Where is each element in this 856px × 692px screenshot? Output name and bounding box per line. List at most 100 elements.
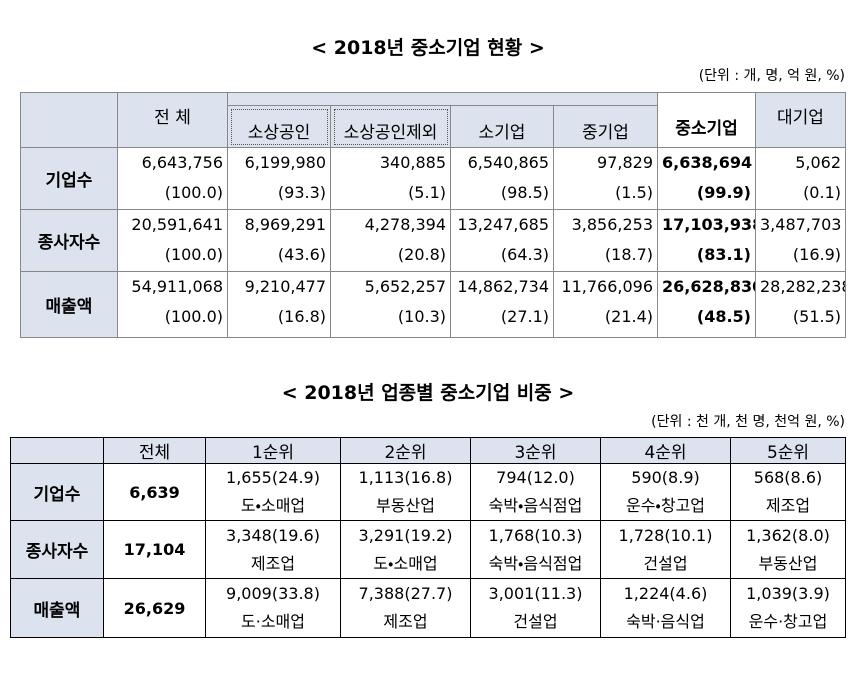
share: (98.5) [500, 183, 549, 202]
value: 340,885 [379, 153, 446, 172]
total-cell: 17,104 [103, 520, 206, 579]
data-row: 종사자수 20,591,641 (100.0) 8,969,291 (43.6) 4,27… [20, 209, 846, 272]
rank-cell: 3,291(19.2) 도・소매업 [340, 520, 471, 579]
header-row: 전 체 중소기업 대기업 [20, 92, 846, 148]
rank-industry: 도・소매업 [240, 496, 306, 515]
rank-value: 3,291(19.2) [358, 525, 453, 545]
value-cell: 54,911,068 (100.0) [117, 271, 228, 338]
rank-cell: 3,348(19.6) 제조업 [205, 520, 341, 579]
rank-value: 7,388(27.7) [358, 584, 453, 603]
value-cell: 14,862,734 (27.1) [450, 271, 554, 338]
share: (1.5) [615, 183, 653, 202]
value: 3,856,253 [571, 215, 653, 234]
share: (21.4) [604, 307, 653, 326]
table2-title: < 2018년 업종별 중소기업 비중 > [281, 382, 575, 404]
share: (64.3) [500, 245, 549, 264]
value-cell: 6,199,980 (93.3) [227, 147, 331, 210]
value: 6,643,756 [141, 153, 223, 172]
rank-value: 1,728(10.1) [618, 525, 713, 545]
share: (10.3) [397, 307, 446, 326]
header-cell: 1순위 [205, 437, 341, 464]
value: 6,199,980 [244, 153, 326, 172]
value-cell: 5,652,257 (10.3) [330, 271, 451, 338]
rank-value: 1,113(16.8) [358, 468, 453, 487]
data-row: 매출액 54,911,068 (100.0) 9,210,477 (16.8) 5,652… [20, 271, 846, 338]
value: 20,591,641 [131, 215, 223, 234]
share: (99.9) [696, 183, 751, 202]
rank-cell: 1,728(10.1) 건설업 [600, 520, 731, 579]
rank-cell: 9,009(33.8) 도·소매업 [205, 578, 341, 638]
rank-value: 3,001(11.3) [488, 584, 583, 603]
share: (16.8) [277, 307, 326, 326]
rank-cell: 1,224(4.6) 숙박·음식업 [600, 578, 731, 638]
table1: 전 체 중소기업 대기업 소상공인 소상공인제외 소기업 중기업 기업수 6,643,756 (1… [20, 92, 846, 338]
rank-cell: 1,113(16.8) 부동산업 [340, 463, 471, 521]
rank-cell: 568(8.6) 제조업 [730, 463, 846, 521]
header-cell: 전 체 [117, 92, 228, 148]
value-cell: 9,210,477 (16.8) [227, 271, 331, 338]
value-cell: 340,885 (5.1) [330, 147, 451, 210]
share: (100.0) [164, 183, 223, 202]
share: (43.6) [277, 245, 326, 264]
rank-cell: 1,655(24.9) 도・소매업 [205, 463, 341, 521]
header-cell: 5순위 [730, 437, 846, 464]
value: 11,766,096 [561, 277, 653, 296]
header-cell: 대기업 [755, 92, 846, 148]
value-cell: 4,278,394 (20.8) [330, 209, 451, 272]
share: (48.5) [696, 307, 751, 326]
rank-industry: 운수·창고업 [748, 612, 828, 631]
group-cell [227, 92, 658, 106]
share: (5.1) [408, 183, 446, 202]
value: 5,062 [795, 153, 841, 172]
data-row: 매출액 26,629 9,009(33.8) 도·소매업 7,388(27.7) 제조업 3… [10, 578, 846, 638]
share: (27.1) [500, 307, 549, 326]
rank-value: 1,768(10.3) [488, 525, 583, 545]
rank-industry: 부동산업 [758, 553, 818, 573]
table2-unit: (단위 : 천 개, 천 명, 천억 원, %) [651, 414, 845, 430]
header-row: 전체 1순위 2순위 3순위 4순위 5순위 [10, 437, 846, 464]
share: (0.1) [803, 183, 841, 202]
header-cell: 소상공인 [227, 105, 331, 148]
table2: 전체 1순위 2순위 3순위 4순위 5순위 기업수 6,639 1,655(24.9) 도・소매… [10, 437, 846, 638]
share: (51.5) [792, 307, 841, 326]
value: 17,103,938 [662, 215, 756, 234]
value-cell: 20,591,641 (100.0) [117, 209, 228, 272]
header-cell: 중소기업 [657, 92, 756, 148]
row-label: 매출액 [10, 578, 104, 638]
rank-cell: 1,768(10.3) 숙박・음식점업 [470, 520, 601, 579]
value-cell: 11,766,096 (21.4) [553, 271, 658, 338]
rank-cell: 1,039(3.9) 운수·창고업 [730, 578, 846, 638]
share: (100.0) [164, 307, 223, 326]
rank-industry: 건설업 [513, 612, 558, 631]
total-cell: 6,639 [103, 463, 206, 521]
value-cell: 3,856,253 (18.7) [553, 209, 658, 272]
rank-industry: 건설업 [643, 553, 688, 573]
header-cell: 2순위 [340, 437, 471, 464]
rank-value: 3,348(19.6) [226, 525, 320, 545]
rank-value: 1,655(24.9) [226, 468, 320, 487]
value: 54,911,068 [131, 277, 223, 296]
header-cell: 소상공인제외 [330, 105, 451, 148]
rank-value: 9,009(33.8) [226, 584, 320, 603]
rank-industry: 운수・창고업 [625, 496, 706, 515]
share: (83.1) [696, 245, 751, 264]
value: 28,282,238 [760, 277, 846, 296]
header-row: 소상공인 소상공인제외 소기업 중기업 [21, 105, 846, 148]
rank-industry: 숙박・음식점업 [488, 553, 583, 573]
row-label: 종사자수 [20, 209, 118, 272]
rank-value: 568(8.6) [753, 468, 823, 487]
rank-industry: 부동산업 [376, 496, 435, 515]
rank-value: 1,224(4.6) [623, 584, 708, 603]
row-label: 매출액 [20, 271, 118, 338]
total-cell: 26,629 [103, 578, 206, 638]
share: (93.3) [277, 183, 326, 202]
value-cell: 8,969,291 (43.6) [227, 209, 331, 272]
rank-value: 1,039(3.9) [746, 584, 830, 603]
rank-cell: 1,362(8.0) 부동산업 [730, 520, 846, 579]
rank-industry: 제조업 [765, 496, 811, 515]
rank-value: 794(12.0) [496, 468, 575, 487]
data-row: 기업수 6,643,756 (100.0) 6,199,980 (93.3) 340,88… [20, 147, 846, 210]
data-row: 기업수 6,639 1,655(24.9) 도・소매업 1,113(16.8) 부동산업 7… [10, 463, 846, 521]
share: (20.8) [397, 245, 446, 264]
